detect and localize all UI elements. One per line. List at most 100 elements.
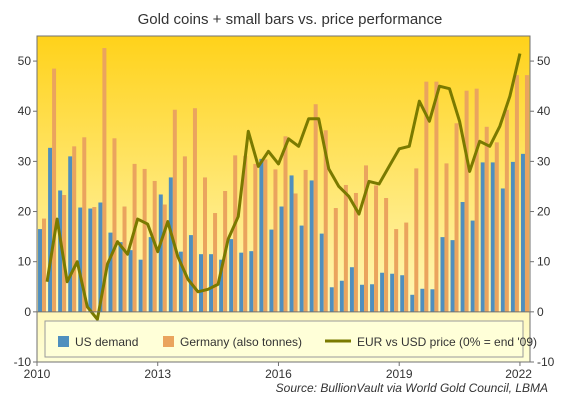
bar-germany	[122, 206, 127, 312]
axes-layer: -10 0 10 20 30 40 50 -10 0 10 20 30 40 50 2010 2013 2016…	[14, 54, 555, 381]
bar-germany	[363, 165, 368, 312]
bar-germany	[283, 136, 288, 312]
bar-us-demand	[339, 280, 344, 312]
bar-germany	[192, 108, 197, 312]
bar-us-demand	[380, 272, 385, 312]
bar-us-demand	[500, 188, 505, 312]
bar-germany	[112, 138, 117, 312]
bar-germany	[253, 163, 258, 312]
bar-germany	[454, 123, 459, 312]
bar-us-demand	[430, 289, 435, 312]
bar-us-demand	[38, 229, 43, 312]
bar-us-demand	[219, 259, 224, 312]
y2-tick-label: 40	[537, 104, 551, 118]
bar-germany	[293, 193, 298, 312]
x-tick-label: 2013	[144, 367, 171, 381]
legend-box	[44, 320, 524, 358]
bar-us-demand	[48, 147, 53, 312]
bar-us-demand	[209, 254, 214, 312]
bar-germany	[414, 168, 419, 312]
bar-germany	[404, 222, 409, 312]
bar-us-demand	[440, 237, 445, 312]
y-tick-label: 40	[18, 104, 32, 118]
bar-germany	[484, 126, 489, 312]
bar-germany	[42, 218, 47, 312]
bar-us-demand	[410, 294, 415, 312]
bar-germany	[172, 109, 177, 312]
bar-us-demand	[188, 235, 193, 312]
bar-germany	[434, 81, 439, 312]
legend-swatch-us-demand	[58, 336, 69, 347]
bar-germany	[394, 229, 399, 312]
bar-us-demand	[168, 177, 173, 312]
y-tick-label: 10	[18, 255, 32, 269]
bar-us-demand	[68, 156, 73, 312]
bar-germany	[343, 184, 348, 312]
y2-tick-label: 30	[537, 154, 551, 168]
x-tick-label: 2022	[505, 367, 532, 381]
bar-germany	[203, 177, 208, 312]
bar-us-demand	[490, 162, 495, 312]
legend-label-eur-usd: EUR vs USD price (0% = end '09)	[357, 335, 537, 349]
bar-us-demand	[98, 202, 103, 312]
bar-us-demand	[178, 251, 183, 312]
bar-us-demand	[118, 242, 123, 312]
bar-us-demand	[359, 284, 364, 312]
bars-layer	[38, 48, 529, 312]
bar-germany	[72, 146, 77, 312]
bar-germany	[182, 156, 187, 312]
bar-us-demand	[319, 233, 324, 312]
bar-germany	[102, 48, 107, 312]
y-tick-label: 20	[18, 205, 32, 219]
x-tick-label: 2016	[265, 367, 292, 381]
bar-us-demand	[370, 284, 375, 312]
bar-germany	[243, 155, 248, 312]
bar-germany	[303, 169, 308, 312]
bar-germany	[263, 159, 268, 312]
bar-germany	[82, 137, 87, 312]
y2-tick-label: 50	[537, 54, 551, 68]
x-tick-label: 2010	[24, 367, 51, 381]
bar-us-demand	[269, 229, 274, 312]
y2-tick-label: -10	[537, 355, 555, 369]
line-layer	[45, 53, 522, 321]
bar-germany	[524, 75, 529, 312]
bar-germany	[162, 204, 167, 312]
legend-swatch-germany	[163, 336, 174, 347]
x-tick-label: 2019	[386, 367, 413, 381]
bar-us-demand	[58, 190, 63, 312]
legend-label-us-demand: US demand	[75, 335, 138, 349]
bar-us-demand	[420, 288, 425, 312]
series-line-eur-usd	[45, 53, 522, 321]
bar-germany	[424, 81, 429, 312]
bar-us-demand	[158, 194, 163, 312]
bar-germany	[514, 75, 519, 312]
bar-us-demand	[199, 254, 204, 312]
bar-us-demand	[78, 207, 83, 312]
bar-germany	[273, 169, 278, 312]
chart-title: Gold coins + small bars vs. price perfor…	[138, 11, 443, 28]
bar-us-demand	[239, 252, 244, 312]
y2-tick-label: 20	[537, 205, 551, 219]
bar-germany	[132, 163, 137, 312]
bar-germany	[333, 208, 338, 312]
bar-germany	[313, 104, 318, 312]
bar-germany	[464, 90, 469, 312]
bar-germany	[213, 213, 218, 312]
bar-us-demand	[510, 161, 515, 312]
y2-tick-label: 10	[537, 255, 551, 269]
bar-germany	[92, 207, 97, 312]
bar-germany	[374, 185, 379, 312]
y-tick-label: 50	[18, 54, 32, 68]
bar-germany	[323, 130, 328, 312]
bar-germany	[52, 68, 57, 312]
bar-germany	[494, 142, 499, 312]
bar-us-demand	[138, 259, 143, 312]
bar-us-demand	[299, 225, 304, 312]
bar-us-demand	[148, 237, 153, 312]
bar-us-demand	[450, 240, 455, 312]
bar-germany	[233, 155, 238, 312]
source-note: Source: BullionVault via World Gold Coun…	[276, 381, 548, 395]
